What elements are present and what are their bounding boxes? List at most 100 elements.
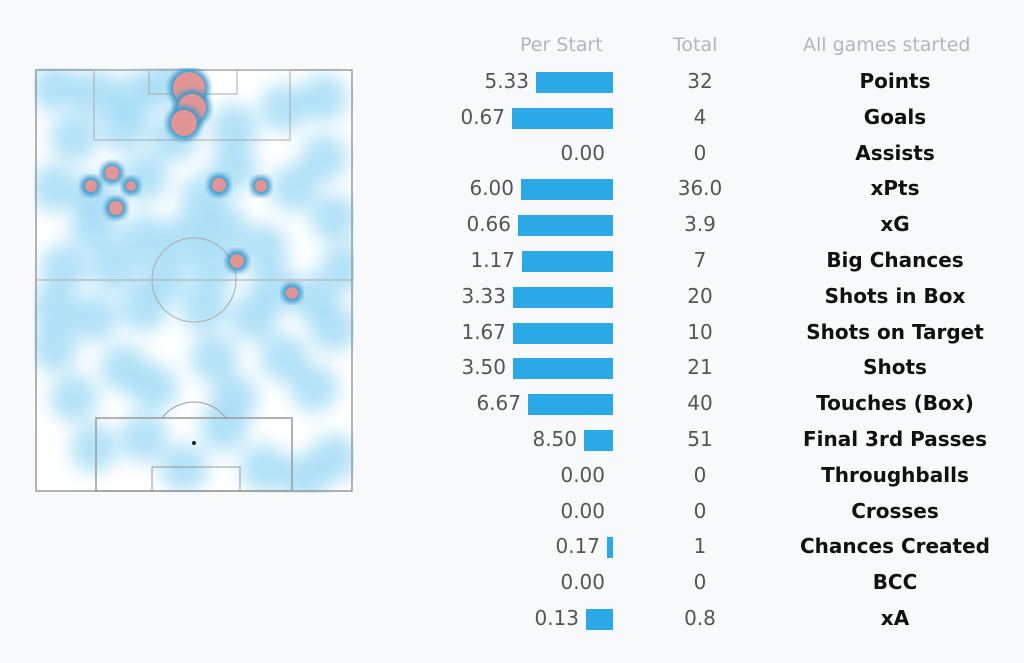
per-start-value: 0.17	[555, 534, 600, 559]
heat-blob	[260, 334, 308, 382]
heat-blob	[120, 214, 168, 262]
per-start-bar	[607, 537, 613, 559]
heat-blob	[120, 284, 168, 332]
header-all-games: All games started	[803, 34, 971, 56]
heat-blob	[34, 284, 78, 332]
stat-row: 0.00 0 Crosses	[0, 493, 1024, 529]
total-value: 21	[687, 355, 713, 380]
stat-row: 0.00 0 Throughballs	[0, 457, 1024, 493]
total-value: 1	[693, 534, 707, 559]
header-total: Total	[673, 34, 718, 56]
per-start-value: 0.00	[560, 570, 605, 595]
total-value: 20	[687, 283, 713, 308]
stat-row: 0.66 3.9 xG	[0, 206, 1024, 242]
heat-blob	[290, 364, 338, 412]
heat-blob	[50, 114, 98, 162]
touch-heatmap	[34, 68, 354, 493]
stat-label: Throughballs	[821, 462, 969, 487]
heat-blob	[120, 414, 168, 462]
per-start-value: 3.50	[461, 355, 506, 380]
heat-blob	[160, 214, 208, 262]
stat-label: Assists	[855, 140, 935, 165]
heat-blob	[300, 74, 348, 122]
total-value: 3.9	[684, 212, 716, 237]
stat-row: 0.13 0.8 xA	[0, 600, 1024, 636]
heat-blob	[130, 364, 178, 412]
stat-label: Shots on Target	[806, 319, 984, 344]
heat-blob	[70, 204, 118, 252]
heat-blob	[300, 134, 348, 182]
heat-blob	[34, 68, 78, 112]
stat-label: xA	[880, 606, 910, 630]
heat-hotspots	[81, 68, 302, 303]
heat-blob	[180, 284, 228, 332]
heat-blob	[50, 374, 98, 422]
heat-hotspot	[171, 110, 197, 136]
heat-blob	[270, 164, 318, 212]
heat-hotspot	[230, 254, 244, 268]
stat-label: Big Chances	[826, 248, 964, 272]
per-start-value: 0.13	[534, 606, 579, 630]
heat-blob	[200, 404, 248, 452]
stat-label: xPts	[870, 176, 920, 201]
total-value: 36.0	[677, 176, 723, 201]
heat-blob	[34, 164, 78, 212]
heat-blob	[70, 424, 118, 472]
per-start-bar	[584, 430, 613, 451]
stat-label: Crosses	[851, 498, 939, 523]
per-start-value: 3.33	[461, 283, 506, 308]
total-value: 4	[693, 104, 707, 129]
stat-label: Touches (Box)	[816, 391, 974, 416]
per-start-bar	[518, 215, 613, 237]
per-start-bar	[522, 251, 613, 272]
stat-label: Shots	[863, 355, 927, 380]
per-start-value: 1.17	[470, 248, 515, 272]
heat-hotspot	[109, 201, 123, 215]
per-start-value: 8.50	[532, 427, 577, 451]
stat-label: BCC	[872, 570, 918, 595]
heat-blob	[260, 84, 308, 132]
stat-label: Chances Created	[800, 534, 990, 559]
per-start-value: 0.00	[560, 462, 605, 487]
total-value: 0	[693, 140, 707, 165]
stat-row: 1.17 7 Big Chances	[0, 242, 1024, 278]
stat-row: 0.00 0 Assists	[0, 135, 1024, 171]
stat-label: Points	[859, 69, 931, 93]
total-value: 10	[687, 319, 713, 344]
per-start-bar	[513, 286, 613, 308]
stat-row: 0.67 4 Goals	[0, 99, 1024, 135]
stat-row: 0.00 0 BCC	[0, 564, 1024, 600]
heat-blob	[34, 324, 78, 372]
per-start-bar	[521, 179, 613, 201]
total-value: 0	[693, 498, 707, 523]
per-start-value: 6.00	[469, 176, 514, 201]
total-value: 7	[693, 248, 707, 272]
heat-hotspot	[286, 287, 298, 299]
total-value: 51	[687, 427, 713, 451]
per-start-value: 5.33	[484, 69, 529, 93]
heat-hotspot	[126, 181, 136, 191]
total-value: 0	[693, 462, 707, 487]
heat-blob	[230, 294, 278, 342]
stat-row: 3.50 21 Shots	[0, 349, 1024, 385]
per-start-bar	[512, 107, 613, 129]
heat-hotspot	[255, 180, 267, 192]
stat-row: 6.67 40 Touches (Box)	[0, 385, 1024, 421]
stat-row: 6.00 36.0 xPts	[0, 170, 1024, 206]
heat-blob	[70, 294, 118, 342]
heat-hotspot	[105, 166, 119, 180]
total-value: 0.8	[684, 606, 716, 630]
per-start-bar	[513, 358, 613, 380]
per-start-value: 1.67	[461, 319, 506, 344]
per-start-bar	[586, 609, 613, 630]
stat-label: Goals	[863, 104, 927, 129]
per-start-value: 0.67	[460, 104, 505, 129]
per-start-bar	[536, 72, 613, 93]
per-start-value: 0.00	[560, 140, 605, 165]
heat-blob	[160, 444, 208, 492]
per-start-bar	[513, 322, 613, 344]
stat-row: 8.50 51 Final 3rd Passes	[0, 421, 1024, 457]
per-start-bar	[528, 394, 613, 416]
per-start-value: 0.00	[560, 498, 605, 523]
